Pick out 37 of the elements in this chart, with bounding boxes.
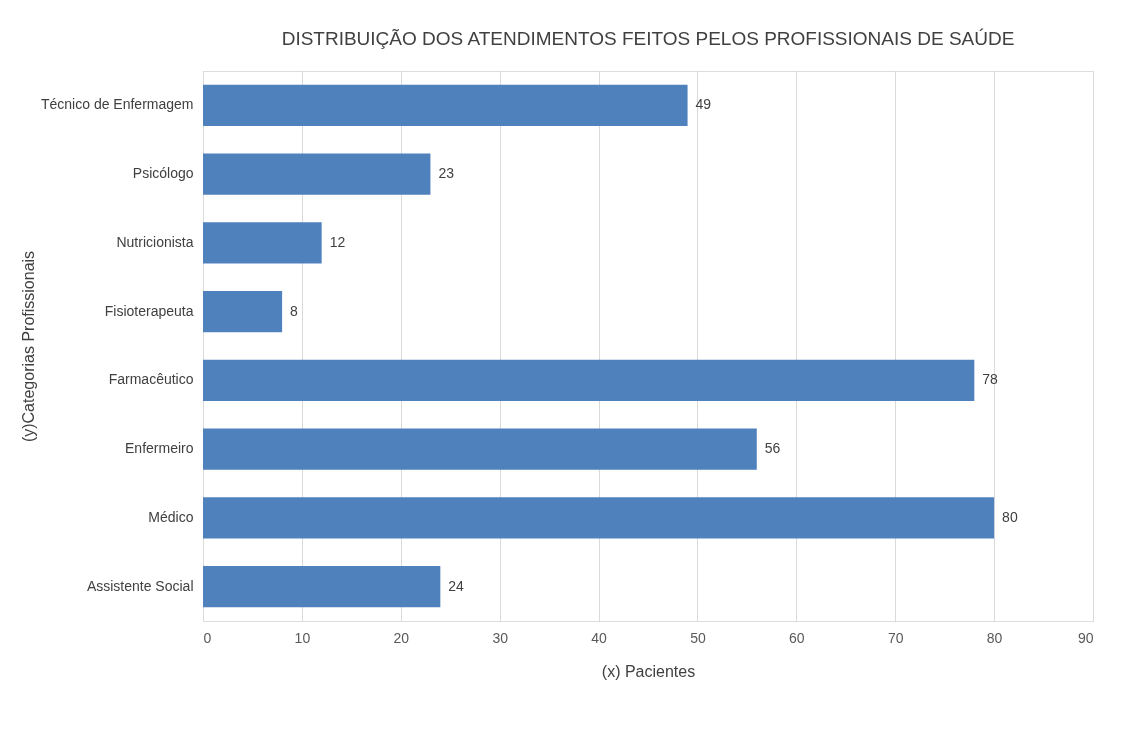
data-label: 49 — [695, 96, 712, 113]
bar — [203, 222, 322, 264]
x-tick-label: 80 — [986, 629, 1003, 646]
data-label: 80 — [1002, 508, 1018, 525]
data-label: 12 — [329, 233, 346, 250]
y-tick-label: Nutricionista — [116, 233, 194, 250]
y-tick-label: Psicólogo — [132, 165, 194, 182]
data-label: 8 — [290, 302, 299, 319]
bar — [203, 428, 757, 470]
x-tick-label: 0 — [203, 629, 212, 646]
bar — [203, 497, 995, 539]
x-tick-label: 60 — [789, 629, 805, 646]
bar — [203, 359, 975, 401]
x-axis-title: (x) Pacientes — [601, 662, 696, 680]
x-tick-label: 20 — [393, 629, 410, 646]
chart-title: DISTRIBUIÇÃO DOS ATENDIMENTOS FEITOS PELOS PROFISSIONAIS DE SAÚDE — [281, 28, 1015, 49]
x-tick-label: 10 — [294, 629, 311, 646]
x-tick-label: 70 — [887, 629, 904, 646]
bar — [203, 291, 283, 333]
y-axis-title: (y)Categorias Profissionais — [19, 250, 37, 443]
bar — [203, 566, 441, 608]
data-label: 56 — [764, 440, 781, 457]
y-tick-label: Técnico de Enfermagem — [40, 96, 194, 113]
data-label: 23 — [438, 165, 455, 182]
x-tick-label: 50 — [690, 629, 706, 646]
x-tick-label: 40 — [591, 629, 608, 646]
data-label: 24 — [448, 577, 465, 594]
y-tick-label: Farmacêutico — [108, 371, 194, 388]
y-tick-label: Fisioterapeuta — [104, 302, 194, 319]
x-tick-label: 90 — [1077, 629, 1094, 646]
y-tick-label: Assistente Social — [86, 577, 194, 594]
bar — [203, 84, 688, 126]
y-tick-label: Enfermeiro — [125, 440, 194, 457]
x-tick-label: 30 — [492, 629, 509, 646]
data-label: 78 — [982, 371, 999, 388]
y-tick-label: Médico — [148, 508, 194, 525]
bar — [203, 153, 431, 195]
